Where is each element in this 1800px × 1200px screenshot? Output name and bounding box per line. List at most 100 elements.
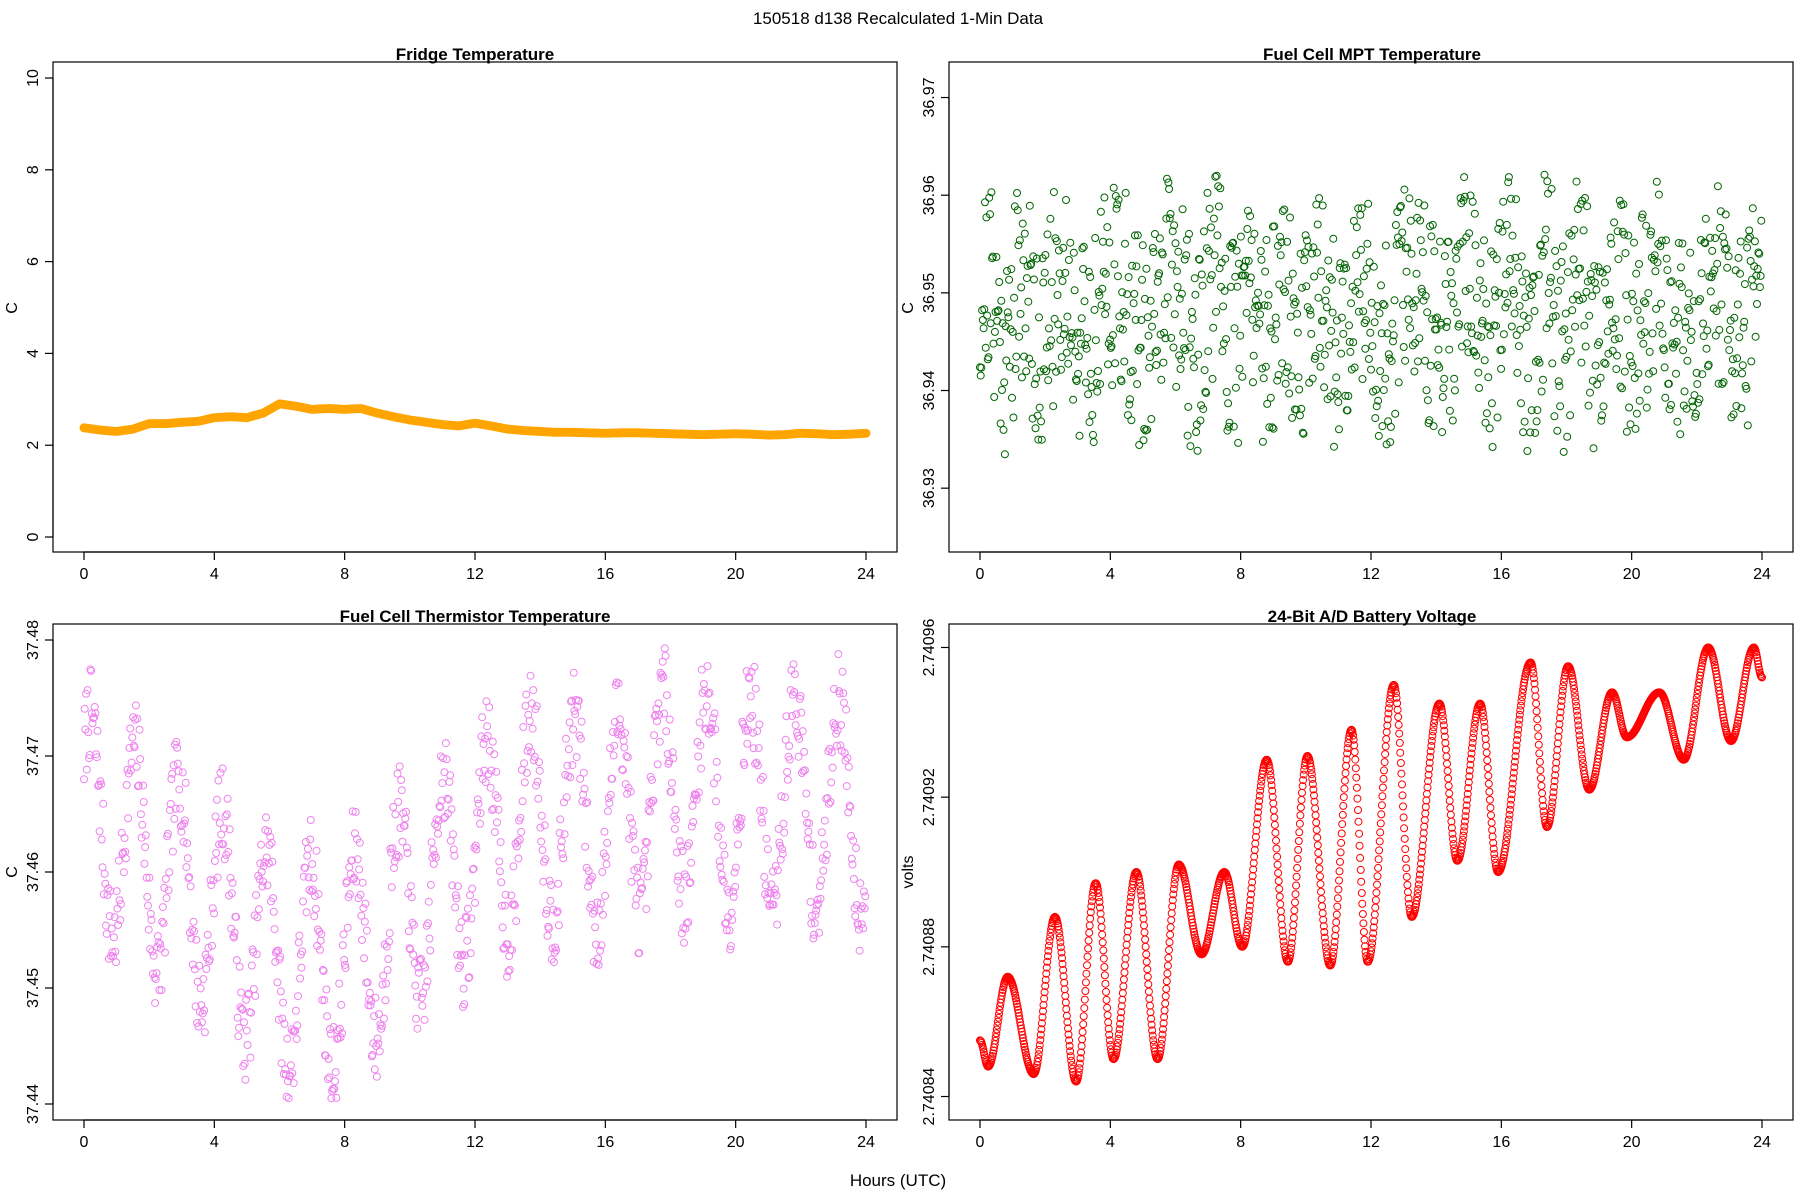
data-point [1377,801,1386,810]
data-point [1078,244,1087,253]
data-point [1533,723,1542,732]
data-point [267,838,276,847]
data-point [1058,959,1067,968]
data-point [1027,359,1036,368]
data-point [1166,923,1175,932]
data-point [467,914,476,923]
data-point [1366,328,1375,337]
data-point [215,819,224,827]
data-point [168,847,177,856]
data-point [1107,342,1116,351]
data-point [108,948,117,957]
data-point [469,864,478,873]
data-point [554,921,563,930]
data-point [601,852,610,861]
data-point [92,753,101,762]
data-point [1247,884,1256,893]
data-point [1337,349,1346,358]
data-point [1400,834,1409,843]
y-axis-label: volts [900,856,917,889]
data-point [1314,848,1323,857]
data-point [1354,307,1363,316]
data-point [1017,373,1026,382]
data-point [1293,863,1302,872]
data-point [1097,916,1106,925]
data-point [1603,265,1611,274]
data-point [1359,307,1368,316]
data-point [527,699,536,708]
data-point [1411,903,1420,912]
data-point [1036,1036,1045,1045]
data-point [1754,663,1763,672]
data-point [1697,665,1706,674]
data-point [378,980,387,989]
data-point [1096,207,1105,216]
data-point [82,765,91,774]
data-point [811,910,820,919]
data-point [1362,264,1371,273]
data-point [660,644,669,653]
data-point [1753,656,1762,665]
data-point [530,752,539,761]
data-point [1063,312,1072,321]
data-point [1262,236,1271,244]
data-point [686,878,695,887]
data-point [1140,921,1148,930]
data-point [1121,954,1130,963]
data-point [1628,362,1637,370]
data-point [1443,317,1452,326]
data-point [1702,344,1711,353]
data-point [1653,258,1662,267]
data-point [1289,294,1298,303]
data-point [1592,285,1601,294]
data-point [1530,679,1539,688]
data-point [1356,210,1365,219]
data-point [1355,290,1364,299]
data-point [697,764,706,773]
data-point [1298,788,1306,797]
data-point [756,806,765,815]
data-point [602,860,611,869]
data-point [1100,971,1109,980]
data-point [1342,755,1351,764]
data-point [810,919,819,928]
data-point [1413,213,1422,222]
data-point [1723,263,1732,272]
data-point [331,1077,339,1086]
data-point [1105,1030,1114,1039]
data-point [497,878,506,887]
data-point [638,884,647,893]
data-point [1368,939,1377,948]
x-tick-label: 8 [1236,566,1245,583]
data-point [456,961,465,970]
data-point [1098,930,1107,939]
data-point [1159,358,1168,367]
data-point [1410,367,1419,376]
data-point [1229,238,1238,247]
data-point [360,954,369,963]
data-point [1170,221,1179,230]
data-point [750,662,759,671]
data-point [1225,418,1234,427]
data-point [1052,237,1061,246]
data-point [490,750,499,759]
data-point [1606,233,1615,242]
data-point [522,690,531,699]
data-point [1384,704,1393,713]
data-point [516,813,525,822]
data-point [1168,227,1177,236]
data-point [1329,952,1337,961]
data-point [1014,1005,1022,1014]
data-point [1660,363,1669,372]
data-point [1042,969,1051,978]
data-point [274,1015,283,1024]
data-point [1127,893,1135,901]
data-point [351,807,360,816]
data-point [1553,426,1562,435]
data-point [791,721,800,730]
data-point [1531,428,1540,437]
data-point [1254,802,1263,811]
fuel-cell-mpt-temperature-panel: Fuel Cell MPT Temperature C 0 4 8 12 16 20 243… [900,45,1794,583]
data-point [424,919,433,928]
data-point [156,940,165,948]
